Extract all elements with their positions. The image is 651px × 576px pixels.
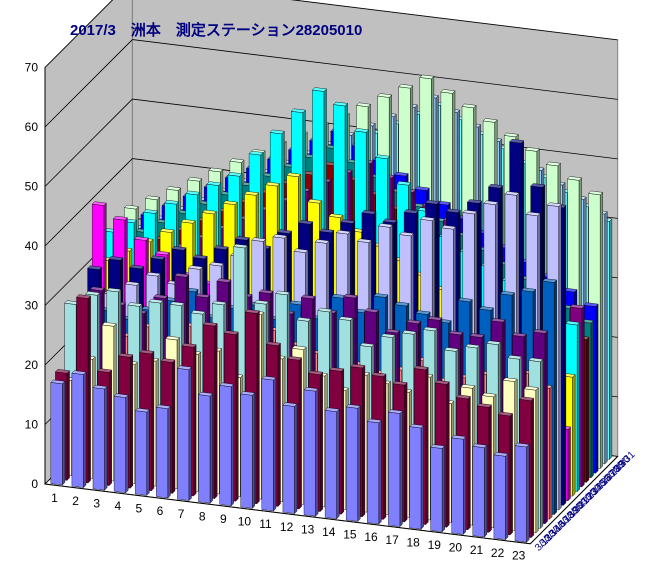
bar (387, 409, 403, 528)
z-tick-label: 40 (25, 239, 39, 253)
bar (176, 365, 192, 502)
z-tick-label: 70 (25, 61, 39, 75)
bar (451, 434, 467, 535)
bar (282, 402, 298, 515)
x-tick-label: 22 (491, 546, 505, 560)
x-tick-label: 7 (178, 507, 185, 521)
z-tick-label: 10 (25, 418, 39, 432)
bar (430, 444, 446, 533)
x-tick-label: 18 (407, 535, 421, 549)
z-tick-label: 20 (25, 358, 39, 372)
x-tick-label: 23 (512, 548, 526, 562)
bar (514, 442, 530, 543)
x-tick-label: 13 (301, 522, 315, 536)
x-tick-label: 9 (220, 512, 227, 526)
z-tick-label: 60 (25, 120, 39, 134)
bar (219, 382, 235, 507)
x-tick-label: 10 (238, 515, 252, 529)
bar (198, 391, 214, 504)
bar (261, 375, 277, 512)
bar (493, 452, 509, 541)
bar (409, 423, 425, 530)
bar (92, 384, 108, 491)
x-tick-label: 21 (470, 543, 484, 557)
x-tick-label: 15 (343, 528, 357, 542)
x-tick-label: 4 (114, 499, 121, 513)
x-tick-label: 20 (449, 541, 463, 555)
bar (472, 443, 488, 538)
y-tick-label: 3/31 (616, 449, 638, 471)
x-tick-label: 5 (136, 502, 143, 516)
x-tick-label: 12 (280, 520, 294, 534)
x-tick-label: 6 (157, 504, 164, 518)
z-tick-label: 0 (31, 477, 38, 491)
x-tick-label: 17 (385, 533, 399, 547)
x-tick-label: 2 (72, 494, 79, 508)
x-tick-label: 1 (51, 491, 58, 505)
bar (50, 379, 66, 486)
x-tick-label: 19 (428, 538, 442, 552)
y-axis-line (529, 456, 619, 545)
bar (345, 404, 361, 522)
bar (155, 404, 171, 499)
bar (303, 387, 319, 517)
z-tick-label: 50 (25, 180, 39, 194)
x-tick-label: 8 (199, 509, 206, 523)
x-axis-line (44, 483, 531, 545)
bar (366, 418, 382, 525)
z-tick-label: 30 (25, 299, 39, 313)
bar (113, 393, 129, 494)
z-gridline (44, 0, 618, 68)
z-gridline (44, 39, 618, 128)
x-tick-label: 16 (364, 530, 378, 544)
x-tick-label: 14 (322, 525, 336, 539)
x-tick-label: 11 (259, 517, 272, 531)
chart-title: 2017/3 洲本 測定ステーション28205010 (70, 21, 362, 39)
bar (134, 407, 150, 496)
bar (71, 370, 87, 489)
bar (324, 407, 340, 520)
x-tick-label: 3 (93, 496, 100, 510)
bar (240, 391, 256, 509)
